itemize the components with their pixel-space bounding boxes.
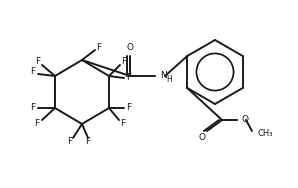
Text: O: O [198,133,206,143]
Text: F: F [35,118,40,127]
Text: N: N [160,71,167,80]
Text: F: F [126,74,131,83]
Text: F: F [67,137,72,146]
Text: F: F [122,58,127,67]
Text: F: F [126,104,131,112]
Text: F: F [30,67,35,77]
Text: F: F [97,42,102,52]
Text: F: F [35,58,41,67]
Text: F: F [86,137,91,146]
Text: O: O [126,43,134,52]
Text: F: F [120,120,125,129]
Text: F: F [30,104,35,112]
Text: CH₃: CH₃ [257,130,272,139]
Text: O: O [242,115,249,124]
Text: H: H [166,74,172,83]
